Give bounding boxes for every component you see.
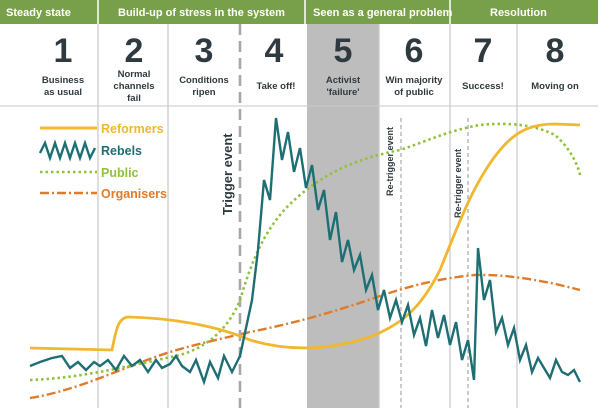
- stage-label-1-line-2: as usual: [44, 87, 82, 98]
- legend-reformers-label: Reformers: [101, 122, 164, 136]
- stage-number-6: 6: [405, 32, 424, 70]
- legend-rebels-swatch: [38, 139, 97, 162]
- rebels-curve: [29, 117, 582, 386]
- stage-number-3: 3: [195, 32, 214, 70]
- stage-label-4: Take off!: [257, 81, 296, 92]
- stage-number-1: 1: [54, 32, 73, 70]
- legend: Reformers Rebels Public Organisers: [38, 122, 167, 201]
- phase-label-general-problem: Seen as a general problem: [313, 7, 453, 19]
- stage-number-4: 4: [265, 32, 284, 70]
- stage-label-2-line-2: channels: [113, 81, 154, 92]
- stage-label-8: Moving on: [531, 81, 579, 92]
- stage-number-8: 8: [546, 32, 565, 70]
- stage-number-5: 5: [334, 32, 353, 70]
- re-trigger-label-2: Re-trigger event: [453, 149, 463, 218]
- stage-label-3-line-1: Conditions: [179, 75, 229, 86]
- legend-rebels-label: Rebels: [101, 144, 142, 158]
- re-trigger-label-1: Re-trigger event: [385, 127, 395, 196]
- stage-label-3-line-2: ripen: [192, 87, 215, 98]
- stage-label-5-line-1: Activist: [326, 75, 361, 86]
- legend-organisers-label: Organisers: [101, 187, 167, 201]
- stage-label-2-line-3: fail: [127, 93, 141, 104]
- phase-label-build-up: Build-up of stress in the system: [118, 7, 285, 19]
- stage-number-7: 7: [474, 32, 493, 70]
- public-curve: [29, 122, 582, 382]
- stage-label-1-line-1: Business: [42, 75, 84, 86]
- stage-label-5-line-2: 'failure': [326, 87, 359, 98]
- stage-number-2: 2: [125, 32, 144, 70]
- legend-public-label: Public: [101, 166, 139, 180]
- reformers-curve: [29, 122, 581, 352]
- stage-label-6-line-2: of public: [394, 87, 434, 98]
- stage-label-2-line-1: Normal: [118, 69, 151, 80]
- phase-label-resolution: Resolution: [490, 7, 547, 19]
- phase-label-steady-state: Steady state: [6, 7, 71, 19]
- trigger-event-label: Trigger event: [220, 133, 235, 215]
- stage-label-6-line-1: Win majority: [386, 75, 444, 86]
- phase-bar: [0, 0, 598, 24]
- stage-label-7: Success!: [462, 81, 504, 92]
- organisers-curve: [29, 273, 581, 400]
